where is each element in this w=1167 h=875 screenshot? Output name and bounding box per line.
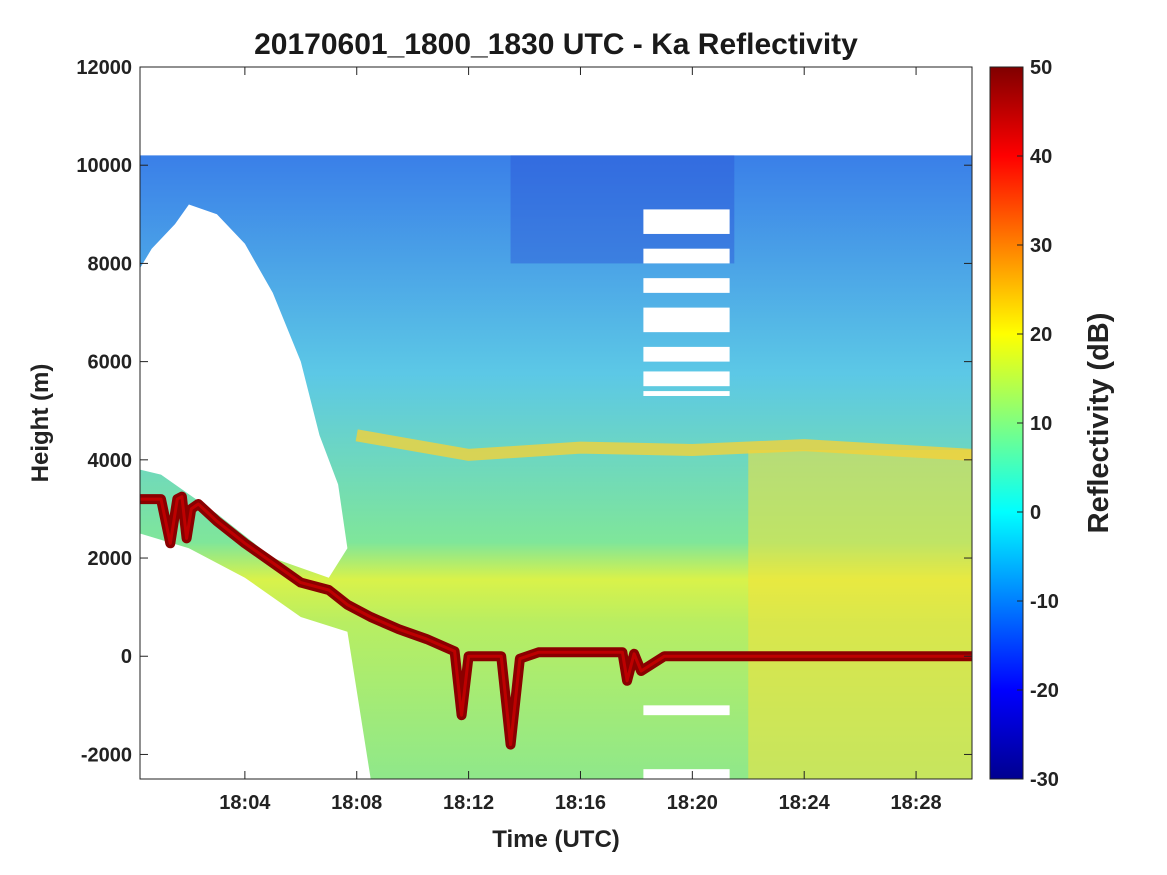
colorbar-tick-label: -10 xyxy=(1030,591,1059,613)
colorbar-axis: -30 -20 -10 0 10 20 30 40 50 xyxy=(1017,57,1059,791)
plot-frame xyxy=(139,66,973,780)
x-tick-label: 18:04 xyxy=(219,792,271,814)
y-tick-label: 12000 xyxy=(76,57,132,79)
y-tick-label: 8000 xyxy=(88,253,133,275)
data-gap-stripe xyxy=(643,705,730,716)
data-gap-stripe xyxy=(643,307,730,333)
colorbar-tick-label: 0 xyxy=(1030,502,1041,524)
heatmap-layer xyxy=(140,67,972,779)
y-tick-label: 4000 xyxy=(88,450,133,472)
colorbar-tick-label: 10 xyxy=(1030,413,1052,435)
colorbar-label: Reflectivity (dB) xyxy=(1083,313,1115,534)
y-axis: -2000 0 2000 4000 6000 8000 10000 12000 xyxy=(76,57,972,766)
y-axis-label: Height (m) xyxy=(27,364,54,483)
precip-region xyxy=(748,450,972,779)
data-gap-stripe xyxy=(643,209,730,234)
data-gap-stripe xyxy=(643,248,730,264)
colorbar-tick-label: 40 xyxy=(1030,146,1052,168)
x-axis: 18:04 18:08 18:12 18:16 18:20 18:24 18:28 xyxy=(219,67,942,814)
x-tick-label: 18:16 xyxy=(555,792,606,814)
no-echo-gap xyxy=(140,204,348,578)
x-axis-label: Time (UTC) xyxy=(492,826,620,853)
colorbar-tick-label: 50 xyxy=(1030,57,1052,79)
y-tick-label: 10000 xyxy=(76,155,132,177)
data-gap-stripe xyxy=(643,391,730,396)
colorbar-tick-label: 30 xyxy=(1030,235,1052,257)
x-tick-label: 18:20 xyxy=(667,792,718,814)
y-tick-label: 0 xyxy=(121,646,132,668)
x-tick-label: 18:08 xyxy=(331,792,382,814)
x-tick-label: 18:24 xyxy=(779,792,831,814)
no-echo-lower xyxy=(140,533,371,779)
y-tick-label: 6000 xyxy=(88,352,133,374)
colorbar-tick-label: 20 xyxy=(1030,324,1052,346)
data-gap-stripe xyxy=(643,371,730,387)
x-tick-label: 18:12 xyxy=(443,792,494,814)
data-gap-stripe xyxy=(643,346,730,362)
chart-title: 20170601_1800_1830 UTC - Ka Reflectivity xyxy=(254,28,858,61)
heatmap-fill xyxy=(140,155,972,779)
x-tick-label: 18:28 xyxy=(890,792,941,814)
y-tick-label: -2000 xyxy=(81,744,132,766)
surface-return-core xyxy=(140,495,972,747)
data-gap-stripe xyxy=(643,769,730,779)
colorbar-tick-label: -20 xyxy=(1030,680,1059,702)
data-gap-stripe xyxy=(643,278,730,293)
y-tick-label: 2000 xyxy=(88,548,133,570)
melting-layer-band xyxy=(355,429,972,461)
colorbar-tick-label: -30 xyxy=(1030,769,1059,791)
